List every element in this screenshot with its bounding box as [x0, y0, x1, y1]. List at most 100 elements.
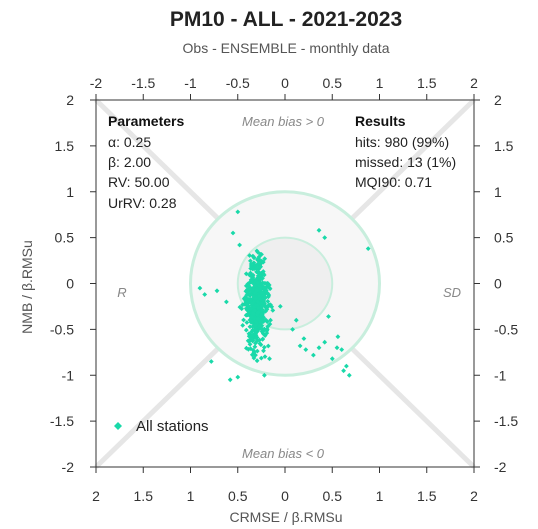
- left-tick-label: -0.5: [50, 321, 74, 337]
- data-point: [255, 280, 260, 285]
- data-point: [260, 259, 266, 265]
- data-point: [344, 363, 349, 369]
- data-point: [277, 304, 283, 309]
- data-point: [250, 300, 255, 306]
- data-point: [253, 319, 259, 324]
- data-point: [251, 260, 257, 266]
- data-point: [202, 292, 208, 297]
- data-point: [208, 359, 214, 364]
- data-point: [252, 308, 258, 313]
- data-point: [252, 263, 258, 269]
- data-point: [254, 287, 260, 293]
- data-point: [258, 355, 264, 361]
- legend-label: All stations: [136, 418, 209, 435]
- data-point: [259, 304, 265, 309]
- left-tick-label: 2: [66, 92, 74, 108]
- data-point: [250, 286, 256, 292]
- data-point: [365, 246, 371, 251]
- data-point: [250, 347, 256, 353]
- data-point: [235, 374, 241, 380]
- result-missed: missed: 13 (1%): [355, 154, 456, 170]
- annotation-r: R: [117, 285, 126, 300]
- right-tick-label: 0.5: [494, 230, 514, 246]
- data-point: [214, 288, 220, 294]
- data-point: [265, 343, 271, 349]
- data-point: [250, 311, 256, 316]
- data-point: [255, 305, 261, 310]
- right-tick-label: -1: [494, 367, 507, 383]
- data-point: [261, 272, 267, 278]
- data-point: [268, 317, 273, 323]
- data-point: [248, 291, 253, 297]
- data-point: [256, 293, 262, 299]
- data-point: [262, 354, 268, 359]
- right-tick-label: -2: [494, 459, 507, 475]
- data-point: [255, 316, 261, 322]
- data-point: [245, 281, 251, 287]
- data-point: [247, 324, 253, 330]
- chart-subtitle: Obs - ENSEMBLE - monthly data: [183, 40, 390, 56]
- left-tick-label: -1.5: [50, 413, 74, 429]
- data-point: [261, 286, 267, 291]
- x-axis-label: CRMSE / β.RMSu: [229, 509, 342, 525]
- data-point: [249, 319, 255, 325]
- data-point: [265, 299, 271, 304]
- left-tick-label: 0.5: [55, 230, 75, 246]
- result-mqi90: MQI90: 0.71: [355, 174, 432, 190]
- results-header: Results: [355, 113, 406, 129]
- parameter-beta: β: 2.00: [108, 154, 151, 170]
- bottom-tick-label: 0.5: [228, 488, 248, 504]
- data-point: [335, 334, 341, 340]
- data-point: [258, 270, 264, 276]
- data-point: [245, 311, 251, 317]
- right-tick-label: -1.5: [494, 413, 518, 429]
- data-point: [261, 319, 266, 324]
- data-point: [250, 337, 256, 343]
- right-tick-label: 1: [494, 184, 502, 200]
- data-point: [316, 227, 322, 233]
- data-point: [243, 271, 249, 277]
- data-point: [248, 306, 254, 312]
- data-point: [260, 336, 266, 342]
- data-point: [244, 320, 250, 325]
- data-point: [261, 344, 267, 350]
- bottom-tick-label: 1.5: [134, 488, 154, 504]
- data-point: [250, 324, 255, 329]
- left-tick-label: 1.5: [55, 138, 75, 154]
- data-point: [243, 327, 249, 333]
- data-point: [263, 281, 269, 286]
- data-point: [262, 301, 267, 306]
- legend-marker-icon: [114, 422, 122, 430]
- data-point: [255, 249, 261, 255]
- data-point: [326, 314, 331, 319]
- data-point: [244, 292, 250, 298]
- data-point: [230, 230, 236, 236]
- top-tick-label: -1.5: [131, 75, 155, 91]
- data-point: [246, 307, 252, 313]
- data-point: [264, 330, 270, 336]
- data-point: [237, 242, 242, 248]
- data-point: [255, 294, 260, 300]
- data-point: [322, 339, 328, 345]
- data-point: [227, 377, 233, 383]
- data-point: [256, 300, 262, 306]
- data-point: [346, 372, 352, 378]
- bottom-tick-label: 1: [187, 488, 195, 504]
- annotation-sd: SD: [443, 285, 461, 300]
- top-tick-label: -1: [184, 75, 197, 91]
- data-point: [250, 273, 255, 279]
- data-point: [290, 327, 295, 332]
- data-point: [245, 338, 251, 344]
- data-point: [246, 346, 251, 352]
- data-point: [255, 299, 261, 304]
- data-point: [252, 295, 258, 301]
- top-tick-label: 0: [281, 75, 289, 91]
- right-tick-label: 1.5: [494, 138, 514, 154]
- data-point: [255, 328, 260, 334]
- data-point: [262, 372, 267, 378]
- data-point: [255, 310, 261, 316]
- data-point: [339, 347, 345, 352]
- data-point: [297, 343, 303, 349]
